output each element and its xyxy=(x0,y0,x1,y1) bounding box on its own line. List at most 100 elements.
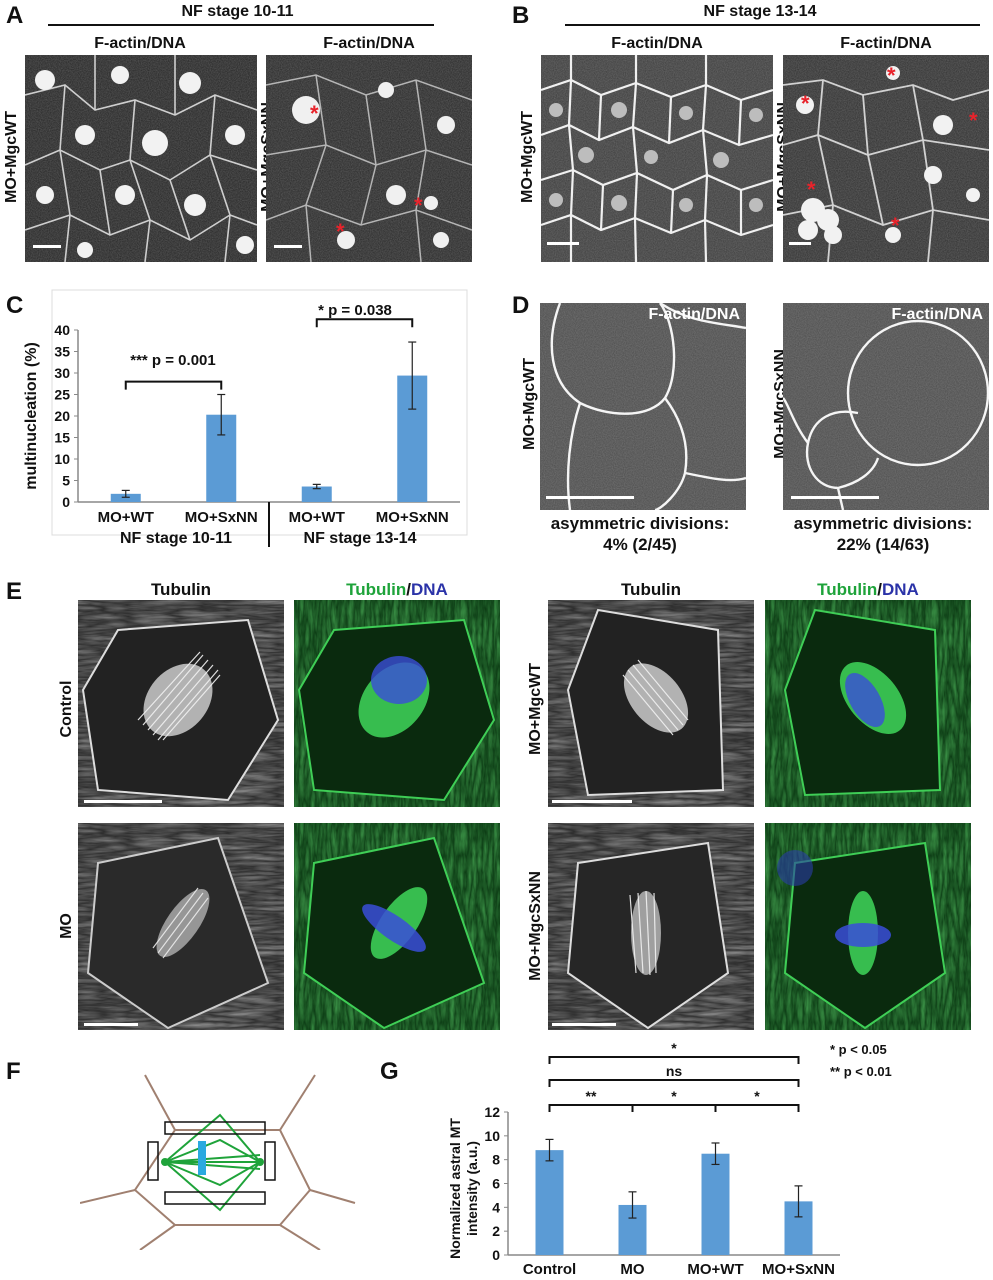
multinucleation-star: * xyxy=(969,108,978,133)
significance-label: ns xyxy=(666,1063,683,1079)
panel-d-image1-title: F-actin/DNA xyxy=(648,306,740,323)
panel-b-micrograph-wt xyxy=(541,55,773,262)
panel-a-header-line xyxy=(48,24,434,26)
scale-bar xyxy=(274,245,302,248)
significance-label: * xyxy=(754,1088,760,1104)
panel-e-row-mo: MO xyxy=(58,913,75,939)
y-tick-label: 0 xyxy=(492,1247,500,1263)
panel-d-caption2-line2: 22% (14/63) xyxy=(836,535,930,554)
panel-label-g: G xyxy=(380,1058,399,1085)
panel-e-row-control: Control xyxy=(58,680,75,738)
y-tick-label: 15 xyxy=(54,430,70,446)
multinucleation-star: * xyxy=(310,101,319,126)
panel-a-micrograph-wt xyxy=(25,55,257,262)
significance-bracket xyxy=(315,318,414,328)
multinucleation-star: * xyxy=(336,219,345,244)
multinucleation-star: * xyxy=(891,213,900,238)
multinucleation-star: * xyxy=(887,63,896,88)
significance-bracket xyxy=(548,1056,800,1064)
y-axis-label: Normalized astral MT xyxy=(447,1118,463,1259)
significance-label: * xyxy=(671,1088,677,1104)
merge-tubulin-label: Tubulin xyxy=(346,580,407,599)
scale-bar xyxy=(84,800,162,803)
y-tick-label: 20 xyxy=(54,408,70,424)
scale-bar xyxy=(546,496,634,499)
panel-c-group1-label: NF stage 10-11 xyxy=(119,530,233,547)
bar xyxy=(301,486,332,502)
panel-d-image2-title: F-actin/DNA xyxy=(891,306,983,323)
panel-label-f: F xyxy=(6,1058,21,1085)
significance-bracket xyxy=(714,1104,800,1112)
panel-g-chart: 0 2 4 6 8 10 12 Normalized astral MT intensity (… xyxy=(447,1040,840,1278)
panel-b-micrograph-sxnn: * * * * * xyxy=(783,55,989,262)
panel-e-row-mo-wt: MO+MgcWT xyxy=(527,663,544,755)
panel-label-e: E xyxy=(6,578,23,605)
panel-a-header: NF stage 10-11 xyxy=(181,3,294,20)
y-axis-label: intensity (a.u.) xyxy=(464,1141,480,1236)
bar xyxy=(535,1150,564,1255)
panel-e-tubulin-mo-sxnn xyxy=(548,823,754,1030)
x-tick-label: MO+SxNN xyxy=(185,509,258,526)
panel-e-col-tubulin-left: Tubulin xyxy=(150,580,212,599)
scale-bar xyxy=(789,242,811,245)
y-tick-label: 5 xyxy=(62,473,70,489)
panel-e-merge-control xyxy=(294,600,500,807)
panel-e-col-tubulin-right: Tubulin xyxy=(620,580,682,599)
panel-e-merge-mo xyxy=(294,823,500,1030)
panel-g-legend1: * p < 0.05 xyxy=(830,1042,887,1057)
significance-bracket xyxy=(631,1104,717,1112)
panel-label-d: D xyxy=(512,292,530,319)
panel-b-header: NF stage 13-14 xyxy=(703,3,817,20)
panel-e-tubulin-mo-wt xyxy=(548,600,754,807)
panel-d-caption2-line1: asymmetric divisions: xyxy=(793,514,973,533)
x-tick-label: MO+SxNN xyxy=(376,509,449,526)
panel-c-group2-label: NF stage 13-14 xyxy=(303,530,417,547)
x-tick-label: MO+WT xyxy=(687,1261,743,1278)
panel-b-header-line xyxy=(565,24,980,26)
panel-e-row-mo-sxnn: MO+MgcSxNN xyxy=(527,871,544,981)
bar xyxy=(701,1153,730,1255)
panel-a-image2-title: F-actin/DNA xyxy=(323,35,415,52)
bar xyxy=(110,493,141,502)
scale-bar xyxy=(84,1023,138,1026)
panel-e-merge-mo-wt xyxy=(765,600,971,807)
scale-bar xyxy=(552,800,632,803)
panel-e-col-merge-left: Tubulin/DNA xyxy=(294,580,500,600)
significance-label: ** xyxy=(586,1088,597,1104)
panel-b-row-label-wt: MO+MgcWT xyxy=(519,111,536,203)
y-tick-label: 40 xyxy=(54,322,70,338)
panel-d-caption1-line1: asymmetric divisions: xyxy=(550,514,730,533)
y-tick-label: 10 xyxy=(54,451,70,467)
panel-label-c: C xyxy=(6,292,24,319)
scale-bar xyxy=(547,242,579,245)
y-tick-label: 2 xyxy=(492,1223,500,1239)
panel-label-a: A xyxy=(6,2,24,29)
significance-bracket xyxy=(548,1079,800,1087)
panel-c-chart: 0 5 10 15 20 25 30 35 40 multinucleation (%) MO+WT… xyxy=(23,289,468,547)
panel-f-diagram xyxy=(80,1074,356,1250)
significance-label: * xyxy=(671,1040,677,1056)
multinucleation-star: * xyxy=(414,193,423,218)
panel-c-sig2: * p = 0.038 xyxy=(318,302,392,319)
y-tick-label: 10 xyxy=(484,1128,500,1144)
x-tick-label: MO xyxy=(620,1261,644,1278)
panel-a-micrograph-sxnn: * * * xyxy=(266,55,472,262)
y-tick-label: 35 xyxy=(54,344,70,360)
merge-dna-label: DNA xyxy=(411,580,448,599)
panel-d-caption1-line2: 4% (2/45) xyxy=(603,535,677,554)
y-tick-label: 12 xyxy=(484,1104,500,1120)
panel-b-image2-title: F-actin/DNA xyxy=(840,35,932,52)
panel-d-micrograph-wt: F-actin/DNA xyxy=(540,303,746,510)
merge-slash: / xyxy=(406,580,411,599)
panel-e-tubulin-control xyxy=(78,600,284,807)
panel-d-label-wt: MO+MgcWT xyxy=(521,358,538,450)
x-tick-label: MO+WT xyxy=(98,509,154,526)
y-tick-label: 0 xyxy=(62,494,70,510)
y-tick-label: 30 xyxy=(54,365,70,381)
panel-d-micrograph-sxnn: F-actin/DNA xyxy=(783,303,989,510)
multinucleation-star: * xyxy=(807,177,816,202)
panel-e-tubulin-mo xyxy=(78,823,284,1030)
y-axis-label: multinucleation (%) xyxy=(23,342,40,490)
panel-label-b: B xyxy=(512,2,530,29)
